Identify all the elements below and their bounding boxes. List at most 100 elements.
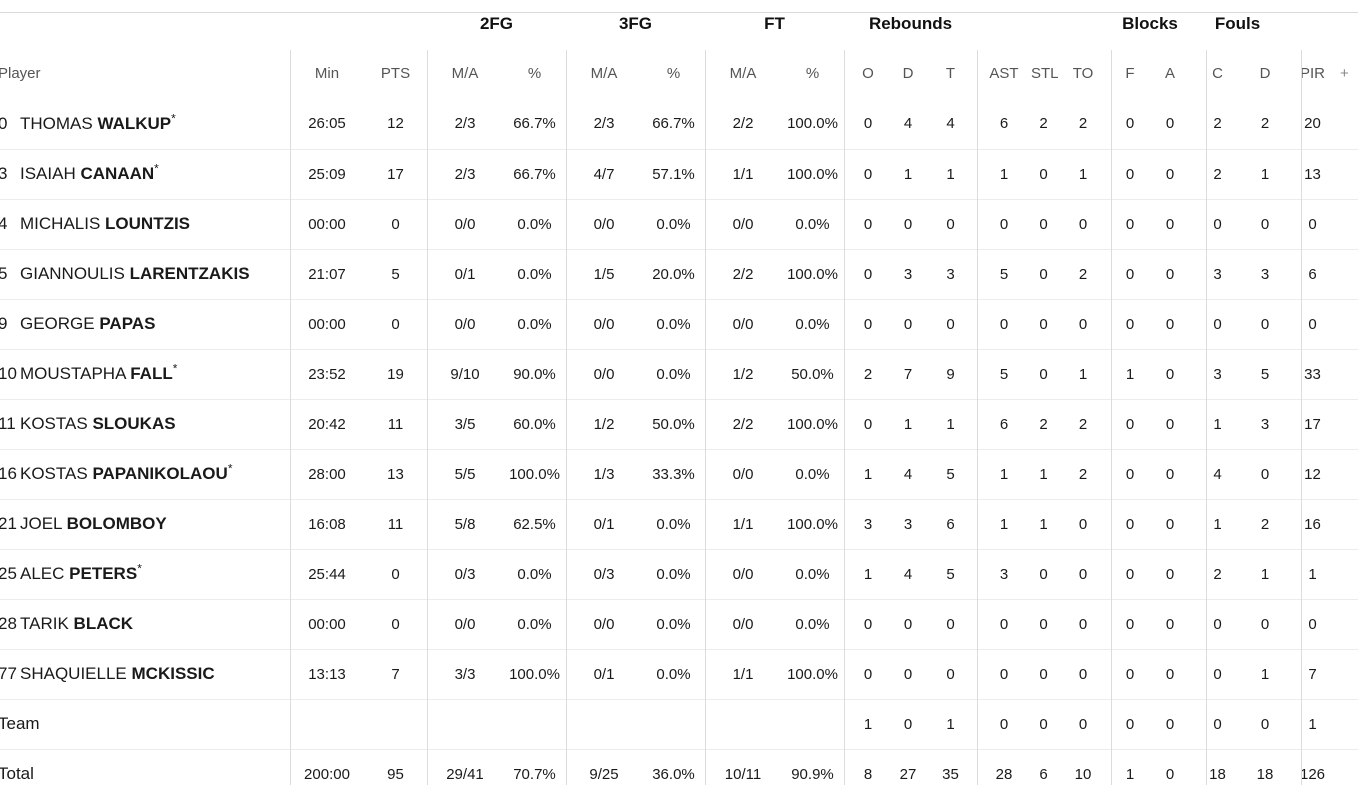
player-last-name[interactable]: PAPANIKOLAOU [92,464,228,483]
stat-fouls-drawn: 0 [1245,449,1285,500]
column-divider [977,50,978,785]
stat-blocks-against: 0 [1150,149,1190,200]
header-min[interactable]: Min [314,64,340,82]
header-pir[interactable]: PIR [1299,64,1325,82]
header-reb-o[interactable]: O [862,64,874,82]
stat-blocks-for: 0 [1110,699,1150,750]
total-fouls-committed: 18 [1209,765,1226,783]
stat-fouls-drawn: 1 [1245,149,1285,200]
stat-total-rebounds: 0 [924,299,977,350]
player-last-name[interactable]: BOLOMBOY [66,514,167,533]
stat-2fg-made-attempted: 0/0 [427,199,503,250]
total-2fg-made-attempted: 29/41 [446,765,484,783]
player-last-name[interactable]: LOUNTZIS [105,214,191,233]
stat-3fg-made-attempted: 1/3 [566,449,642,500]
stat-minutes: 13:13 [290,649,364,700]
player-cell[interactable]: 11 KOSTAS SLOUKAS [0,399,290,450]
stat-fouls-committed: 0 [1190,299,1245,350]
player-last-name[interactable]: LARENTZAKIS [129,264,250,283]
stat-total-rebounds: 3 [924,249,977,300]
stat-3fg-percent: 0.0% [642,199,705,250]
player-cell[interactable]: 77 SHAQUIELLE MCKISSIC [0,649,290,700]
header-3fg-pct[interactable]: % [666,64,681,82]
jersey-number: 5 [0,264,8,283]
header-blk-f[interactable]: F [1125,64,1135,82]
player-first-name: MOUSTAPHA [20,364,126,383]
stat-points: 7 [364,649,427,700]
header-3fg-ma[interactable]: M/A [590,64,618,82]
header-pts[interactable]: PTS [380,64,411,82]
player-cell[interactable]: 10 MOUSTAPHA FALL* [0,349,290,400]
player-last-name[interactable]: WALKUP [97,113,172,133]
column-header-row: Player Min PTS M/A % M/A % M/A % O D T A… [0,47,1358,99]
player-last-name[interactable]: SLOUKAS [92,414,176,433]
player-cell[interactable]: 9 GEORGE PAPAS [0,299,290,350]
column-group-header-row: 2FG 3FG FT Rebounds Blocks Fouls [0,0,1358,47]
player-cell[interactable]: 5 GIANNOULIS LARENTZAKIS [0,249,290,300]
header-ft-pct[interactable]: % [805,64,820,82]
header-reb-t[interactable]: T [945,64,956,82]
header-player[interactable]: Player [0,64,41,82]
player-last-name[interactable]: CANAAN [80,164,155,183]
stat-fouls-committed: 1 [1190,499,1245,550]
player-cell[interactable]: 25 ALEC PETERS* [0,549,290,600]
total-assists: 28 [995,765,1013,783]
stat-defensive-rebounds: 3 [892,249,924,300]
jersey-number: 25 [0,564,17,583]
jersey-number: 21 [0,514,17,533]
stat-3fg-percent: 0.0% [642,649,705,700]
stat-2fg-made-attempted: 2/3 [427,99,503,150]
player-last-name[interactable]: MCKISSIC [131,664,215,683]
player-cell[interactable]: 21 JOEL BOLOMBOY [0,499,290,550]
player-last-name[interactable]: FALL [130,364,173,383]
header-blk-a[interactable]: A [1164,64,1175,82]
stat-steals: 0 [1031,649,1056,700]
stat-2fg-made-attempted: 0/0 [427,599,503,650]
stat-points: 0 [364,299,427,350]
header-ft-ma[interactable]: M/A [729,64,757,82]
column-divider [705,50,706,785]
player-cell[interactable]: 3 ISAIAH CANAAN* [0,149,290,200]
player-cell[interactable]: 16 KOSTAS PAPANIKOLAOU* [0,449,290,500]
player-last-name[interactable]: PAPAS [99,314,156,333]
stat-3fg-percent: 0.0% [642,349,705,400]
stat-turnovers: 1 [1056,149,1110,200]
jersey-number: 28 [0,614,17,633]
total-pir: 126 [1299,765,1326,783]
player-cell[interactable]: 0 THOMAS WALKUP* [0,99,290,150]
stat-pir: 20 [1285,99,1340,150]
stat-assists: 5 [977,249,1031,300]
stat-fouls-drawn: 0 [1245,599,1285,650]
header-reb-d[interactable]: D [902,64,914,82]
stat-minutes [290,699,364,750]
jersey-number: 77 [0,664,17,683]
player-first-name: SHAQUIELLE [20,664,127,683]
stat-2fg-percent: 0.0% [503,199,566,250]
total-points: 95 [387,765,404,783]
total-ft-made-attempted: 10/11 [724,765,762,783]
header-to[interactable]: TO [1072,64,1094,82]
player-first-name: GEORGE [20,314,95,333]
stat-3fg-made-attempted [566,699,642,750]
header-foul-c[interactable]: C [1212,64,1223,82]
stat-ft-made-attempted: 2/2 [705,399,781,450]
player-row: 11 KOSTAS SLOUKAS 20:42 11 3/5 60.0% 1/2 50.0% 2… [0,399,1358,450]
expand-columns-button[interactable]: + [1340,64,1349,82]
header-2fg-pct[interactable]: % [527,64,542,82]
header-stl[interactable]: STL [1031,64,1059,82]
header-ast[interactable]: AST [989,64,1019,82]
stat-points: 13 [364,449,427,500]
stat-fouls-committed: 2 [1190,549,1245,600]
team-row: Team 1 0 1 0 0 0 0 0 0 0 1 [0,699,1358,750]
header-foul-d[interactable]: D [1259,64,1271,82]
player-first-name: KOSTAS [20,464,88,483]
player-cell[interactable]: 4 MICHALIS LOUNTZIS [0,199,290,250]
stat-ft-percent: 0.0% [781,549,844,600]
group-3fg: 3FG [618,13,653,33]
header-2fg-ma[interactable]: M/A [451,64,479,82]
stat-blocks-against: 0 [1150,399,1190,450]
player-cell[interactable]: 28 TARIK BLACK [0,599,290,650]
group-ft: FT [764,13,785,33]
player-last-name[interactable]: BLACK [73,614,134,633]
player-last-name[interactable]: PETERS [69,564,138,583]
